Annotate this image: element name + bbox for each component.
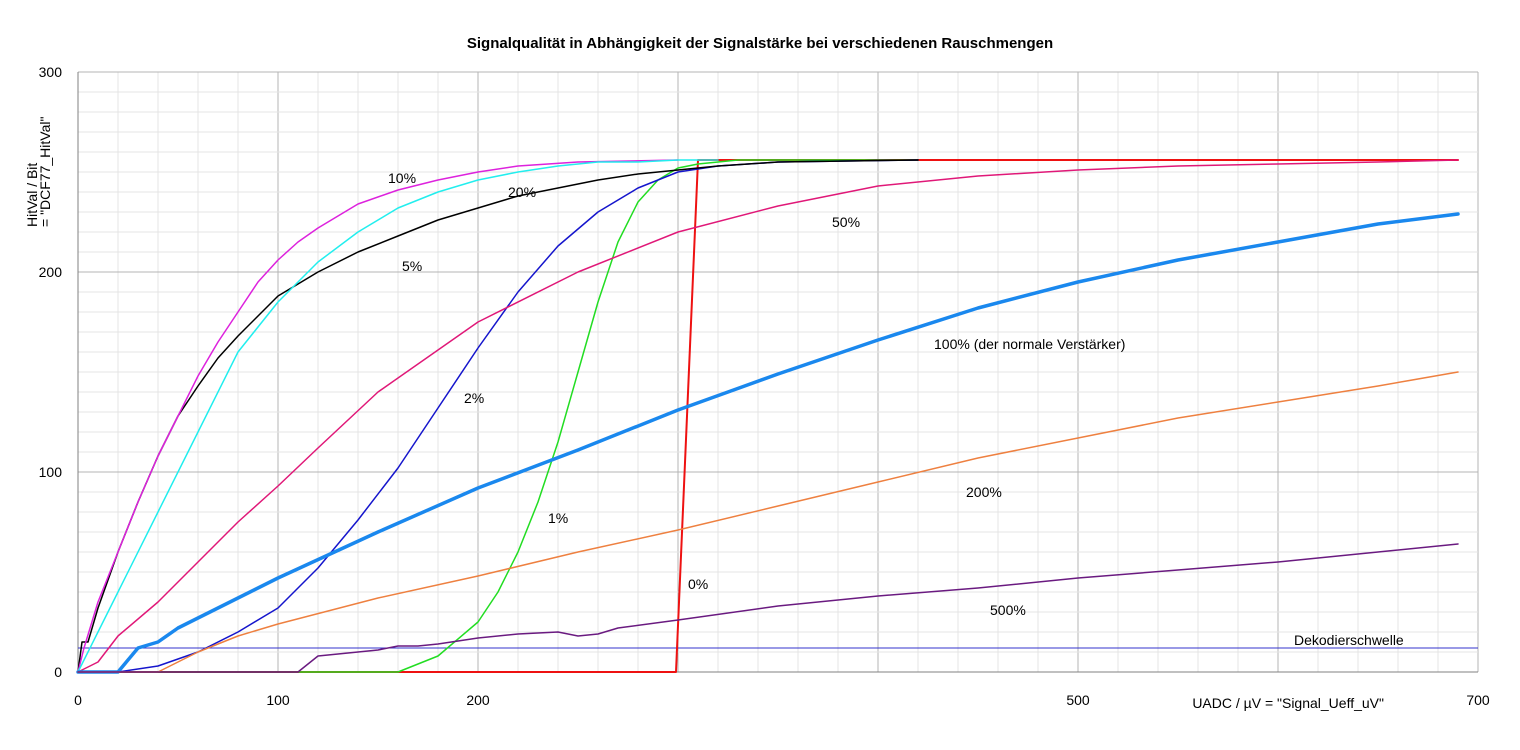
series-annotation: 5% bbox=[402, 258, 422, 274]
series-line bbox=[77, 159, 679, 673]
tick-labels: 0 100 200 500 700 0 100 200 300 bbox=[39, 64, 1490, 708]
y-tick-label: 300 bbox=[39, 64, 63, 80]
x-tick-label: 100 bbox=[266, 692, 290, 708]
series-annotation: 20% bbox=[508, 184, 536, 200]
x-tick-label: 500 bbox=[1066, 692, 1090, 708]
series-annotation: 50% bbox=[832, 214, 860, 230]
series-annotation: 100% (der normale Verstärker) bbox=[934, 336, 1125, 352]
y-axis-label-line2: = "DCF77_HitVal" bbox=[37, 117, 53, 227]
series-line bbox=[77, 371, 1459, 673]
x-axis-label: UADC / µV = "Signal_Ueff_uV" bbox=[1192, 695, 1384, 711]
series-line bbox=[77, 543, 1459, 673]
series-annotation: Dekodierschwelle bbox=[1294, 632, 1404, 648]
chart-title: Signalqualität in Abhängigkeit der Signa… bbox=[467, 35, 1053, 52]
series-annotations: 10% 20% 5% 50% 100% (der normale Verstärker)… bbox=[388, 170, 1404, 648]
series-line bbox=[77, 159, 919, 673]
x-tick-label: 200 bbox=[466, 692, 490, 708]
y-tick-label: 100 bbox=[39, 464, 63, 480]
series-annotation: 200% bbox=[966, 484, 1002, 500]
series-line bbox=[76, 212, 1460, 674]
x-tick-label: 0 bbox=[74, 692, 82, 708]
series-annotation: 10% bbox=[388, 170, 416, 186]
y-tick-label: 0 bbox=[54, 664, 62, 680]
x-tick-label: 700 bbox=[1466, 692, 1490, 708]
series-group bbox=[76, 159, 1460, 674]
series-annotation: 500% bbox=[990, 602, 1026, 618]
series-annotation: 0% bbox=[688, 576, 708, 592]
grid bbox=[78, 71, 1479, 672]
y-tick-label: 200 bbox=[39, 264, 63, 280]
series-line bbox=[77, 159, 719, 673]
y-axis-label-line1: HitVal / Bit bbox=[24, 163, 40, 227]
series-annotation: 1% bbox=[548, 510, 568, 526]
series-line bbox=[77, 159, 1459, 673]
series-annotation: 2% bbox=[464, 390, 484, 406]
